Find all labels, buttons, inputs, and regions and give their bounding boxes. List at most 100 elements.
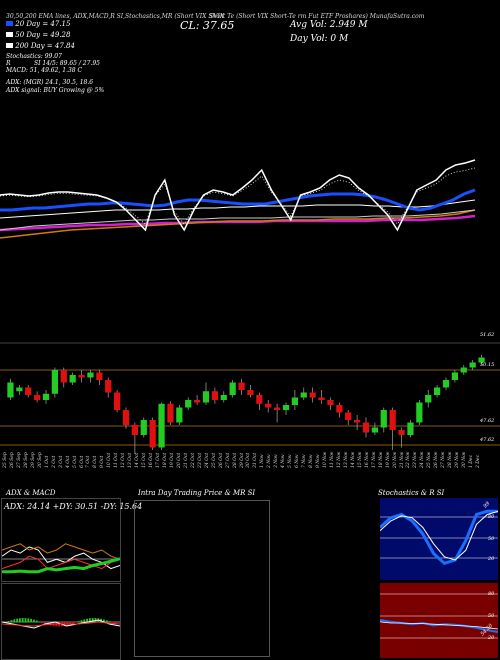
date-label: 15 Nov xyxy=(357,451,363,468)
macd-signal-line xyxy=(2,621,120,627)
candlestick-chart xyxy=(0,342,500,454)
macd-histogram-bar xyxy=(69,622,72,625)
macd-histogram-bar xyxy=(77,621,80,623)
ema50-swatch xyxy=(6,32,13,37)
macd-lines xyxy=(2,618,120,629)
rsi-readout: SI 14/5: 89.65 / 27.95 xyxy=(34,60,100,67)
candle-body xyxy=(389,410,396,430)
candle-body xyxy=(114,392,121,410)
macd-histogram-bar xyxy=(33,619,35,623)
ema20-line xyxy=(0,188,476,212)
stoch-d-line xyxy=(380,510,498,561)
candle-body xyxy=(362,422,370,433)
date-label: 28 Oct xyxy=(232,452,238,468)
ema50-line xyxy=(0,199,476,219)
macd-histogram-bar xyxy=(27,618,30,623)
date-label: 2 Dec xyxy=(476,454,482,468)
candle-body xyxy=(300,392,307,398)
candle-body xyxy=(167,403,174,423)
candle-body xyxy=(60,370,67,383)
date-label: 20 Nov xyxy=(392,451,398,468)
candle-body xyxy=(345,412,352,420)
date-label: 12 Nov xyxy=(336,451,342,468)
chart-header-line: 30,50,200 EMA lines, ADX,MACD,R SI,Stoch… xyxy=(6,13,425,20)
ema200-swatch xyxy=(6,43,13,48)
ema-chart xyxy=(0,159,476,239)
date-label: 1 Oct xyxy=(44,455,50,468)
stochastics-panel: 80 50 20 99 xyxy=(380,498,498,580)
rsi-line xyxy=(380,619,498,633)
r-label: R xyxy=(6,60,11,67)
macd-histogram-bar xyxy=(30,618,32,623)
macd-histogram-bar xyxy=(114,622,116,624)
candle-body xyxy=(398,430,405,435)
candle-body xyxy=(51,370,58,394)
date-label: 29 Sep xyxy=(30,452,36,468)
candle-body xyxy=(140,420,147,435)
candle-body xyxy=(354,420,361,423)
date-label: 26 Oct xyxy=(218,452,224,468)
macd-histogram-bar xyxy=(75,622,77,623)
candle-body xyxy=(416,402,423,423)
candle-body xyxy=(256,395,263,404)
date-label: 16 Nov xyxy=(364,451,370,468)
stoch-k-line xyxy=(380,509,498,565)
ema200-legend: 200 Day = 47.84 xyxy=(6,43,75,50)
date-label: 24 Oct xyxy=(204,452,210,468)
candle-body xyxy=(229,382,236,395)
candle-body xyxy=(194,400,201,403)
candle-body xyxy=(371,427,378,433)
price-level-2: 50.15 xyxy=(480,362,495,368)
candle-body xyxy=(265,403,272,408)
candle-body xyxy=(220,395,227,400)
candle-body xyxy=(478,357,485,363)
ema20-swatch xyxy=(6,21,13,26)
candle-body xyxy=(336,405,343,413)
candle-body xyxy=(16,387,23,392)
date-label: 22 Oct xyxy=(190,452,196,468)
macd-histogram-bar xyxy=(83,619,86,623)
candle-body xyxy=(202,391,210,403)
date-label: 4 Oct xyxy=(65,455,71,468)
candle-body xyxy=(122,410,130,425)
price-line xyxy=(0,159,476,232)
macd-histogram-bar xyxy=(19,618,21,623)
adx-panel: ADX: 24.14 +DY: 30.51 -DY: 15.64 xyxy=(1,498,142,582)
stoch-level-50: 50 xyxy=(488,536,495,542)
candle-body xyxy=(274,407,281,410)
ema50-label: 50 Day = 49.28 xyxy=(15,31,71,39)
macd-histogram-bar xyxy=(89,618,91,623)
ema20-label: 20 Day = 47.15 xyxy=(15,20,71,28)
candle-body xyxy=(34,395,41,400)
macd-histogram-bar xyxy=(80,620,83,623)
candle-body xyxy=(131,425,138,435)
date-label: 5 Oct xyxy=(72,455,78,468)
candle-body xyxy=(211,391,218,400)
date-label: 10 Nov xyxy=(323,451,328,468)
macd-histogram-bar xyxy=(44,622,46,624)
date-label: 11 Nov xyxy=(329,451,335,468)
date-label: 30 Sep xyxy=(37,452,43,468)
adx-green-line xyxy=(2,557,120,574)
macd-histogram-bar xyxy=(91,618,94,623)
macd-readout: MACD: 51, 49.62, 1.38 C xyxy=(6,67,83,74)
rsi-level-80: 80 xyxy=(488,591,495,597)
candle-body xyxy=(42,393,50,400)
macd-histogram-bar xyxy=(7,621,10,623)
macd-histogram-bar xyxy=(108,621,111,623)
intraday-title: Intra Day Trading Price & MR SI xyxy=(138,489,256,497)
price-level-4: 47.62 xyxy=(480,437,495,443)
adx-di-minus xyxy=(2,555,120,570)
date-label: 28 Sep xyxy=(23,452,29,468)
date-label: 27 Oct xyxy=(225,452,231,468)
candle-body xyxy=(96,372,103,380)
ema200-label: 200 Day = 47.84 xyxy=(15,42,75,50)
adx-signal: ADX signal: BUY Growing @ 5% xyxy=(6,87,105,94)
macd-histogram-bar xyxy=(72,622,74,624)
stochastics-title: Stochastics & R SI xyxy=(378,489,445,497)
date-label: 13 Nov xyxy=(343,451,349,468)
candle-body xyxy=(460,367,467,373)
candle-body xyxy=(425,395,432,403)
adx-orange xyxy=(2,543,120,560)
macd-histogram-bar xyxy=(41,622,44,623)
